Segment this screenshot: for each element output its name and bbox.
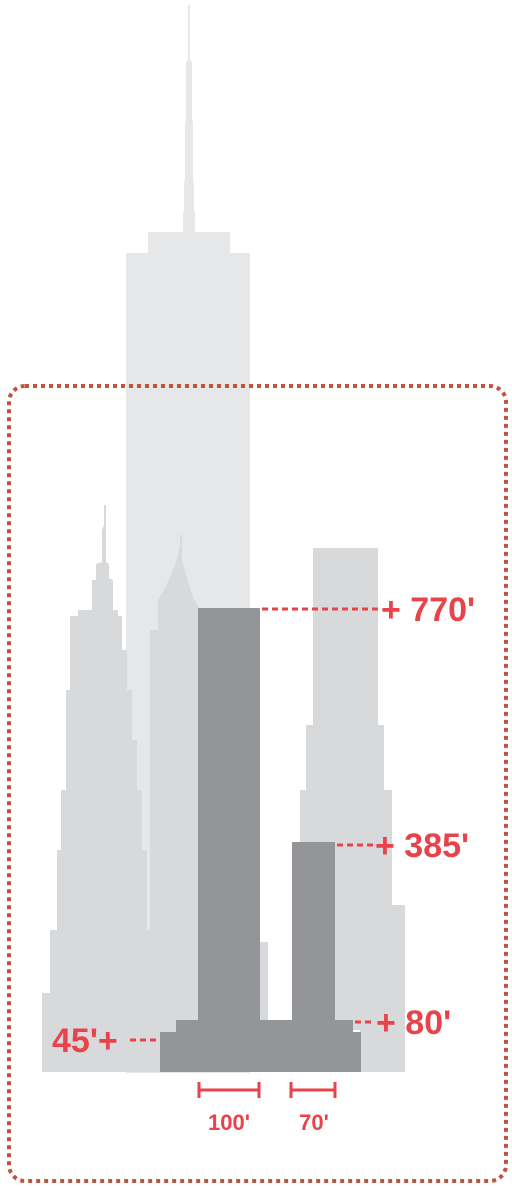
width-label-70: 70' [299, 1110, 329, 1135]
proposed-podium [160, 1020, 361, 1072]
width-label-100: 100' [208, 1110, 250, 1135]
width-dimension-70 [289, 1082, 337, 1098]
proposed-tower-385 [292, 842, 335, 1023]
center-spire-tower-shape [150, 535, 200, 1072]
proposed-development [160, 608, 361, 1072]
tall-tower-spire [183, 5, 195, 232]
base-filler [258, 942, 268, 1022]
center-spire-tower [150, 535, 200, 1072]
height-label-385: + 385' [375, 827, 469, 865]
tall-tower-crown [148, 232, 230, 254]
dotted-frame [7, 384, 508, 1183]
height-label-80: + 80' [376, 1004, 451, 1042]
leader-lines [130, 607, 382, 1042]
left-tiered-tower-shape [42, 505, 155, 1072]
width-dimension-100 [197, 1082, 261, 1098]
height-label-45: 45'+ [52, 1022, 118, 1060]
height-label-770: + 770' [381, 591, 475, 629]
left-tiered-tower [42, 505, 155, 1072]
base-filler-left [258, 942, 268, 1022]
proposed-tower-770 [198, 608, 260, 1023]
